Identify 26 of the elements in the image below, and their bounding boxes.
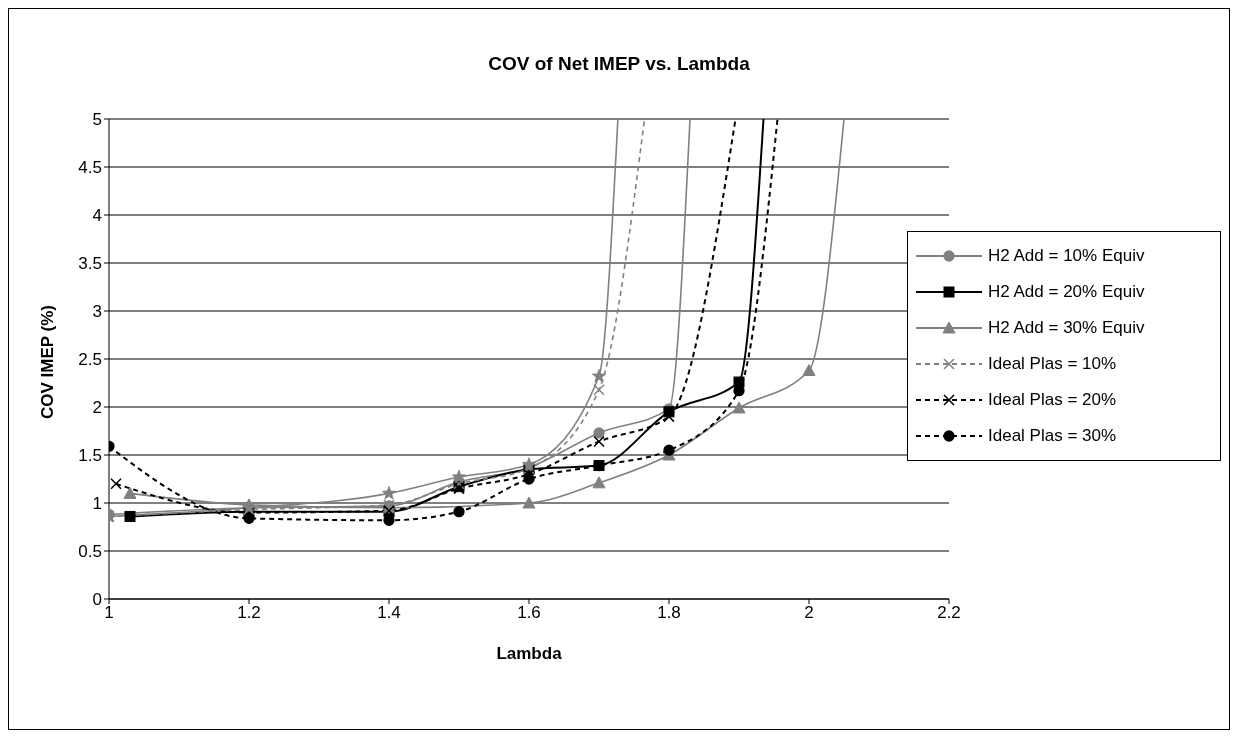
- y-tick-label: 4: [92, 206, 102, 226]
- legend-label: Ideal Plas = 20%: [988, 390, 1117, 410]
- x-tick-label: 1.4: [377, 603, 401, 623]
- chart-title: COV of Net IMEP vs. Lambda: [487, 53, 751, 75]
- legend-label: Ideal Plas = 10%: [988, 354, 1117, 374]
- y-axis-title: COV IMEP (%): [38, 305, 58, 419]
- legend-label: Ideal Plas = 30%: [988, 426, 1117, 446]
- x-tick-label: 1.8: [657, 603, 681, 623]
- y-tick-label: 2.5: [78, 350, 102, 370]
- y-tick-label: 1: [92, 494, 102, 514]
- x-axis-title: Lambda: [496, 644, 563, 663]
- x-tick-label: 2.2: [937, 603, 961, 623]
- legend-label: H2 Add = 20% Equiv: [988, 282, 1145, 302]
- x-tick-label: 1.6: [517, 603, 541, 623]
- y-tick-label: 2: [92, 398, 102, 418]
- y-tick-label: 1.5: [78, 446, 102, 466]
- y-tick-label: 0: [92, 590, 102, 610]
- x-tick-label: 1.2: [237, 603, 261, 623]
- y-tick-label: 5: [92, 110, 102, 130]
- x-tick-label: 2: [804, 603, 814, 623]
- legend-label: H2 Add = 10% Equiv: [988, 246, 1145, 266]
- y-tick-label: 4.5: [78, 158, 102, 178]
- y-tick-label: 0.5: [78, 542, 102, 562]
- y-tick-label: 3: [92, 302, 102, 322]
- y-tick-label: 3.5: [78, 254, 102, 274]
- legend-label: H2 Add = 30% Equiv: [988, 318, 1145, 338]
